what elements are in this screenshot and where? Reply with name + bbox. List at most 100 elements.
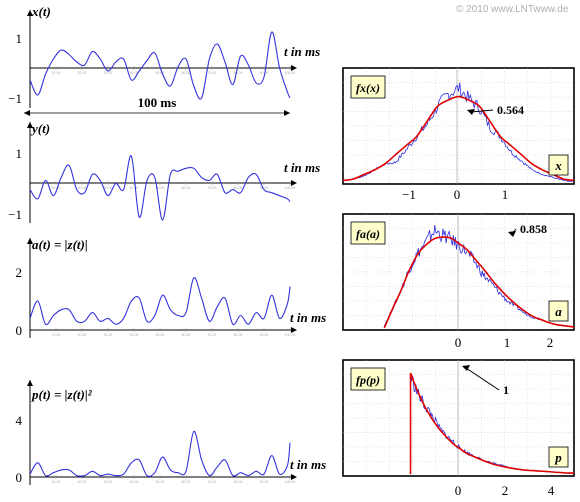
annotation-arrow — [470, 109, 494, 113]
x-tick-label: 10.00 — [52, 71, 61, 75]
y-axis-label: a(t) = |z(t)| — [32, 237, 88, 252]
x-axis-label: t in ms — [284, 160, 320, 175]
title-box — [350, 367, 386, 391]
span-arrow-right — [284, 110, 290, 116]
x-tick-label: 50.00 — [156, 71, 165, 75]
pdf-chart-2: 0 1 2 fa(a) a 0.858 — [342, 213, 575, 350]
annotation-arrowhead — [462, 365, 470, 371]
signal-line — [29, 277, 291, 326]
x-tick-label: 20.00 — [78, 186, 87, 190]
x-tick-label: 30.00 — [104, 186, 113, 190]
x-tick-label: 1 — [504, 335, 511, 350]
panel-title: fa(a) — [356, 227, 380, 241]
x-tick-label: 90.00 — [260, 480, 269, 484]
corner-label: x — [554, 158, 562, 173]
span-arrow-left — [24, 110, 30, 116]
corner-label: a — [555, 304, 562, 319]
y-axis-label: x(t) — [31, 4, 51, 19]
x-tick-label: 10.00 — [52, 333, 61, 337]
y-axis-arrow — [27, 10, 33, 16]
y-tick-label: −1 — [8, 91, 22, 106]
corner-label-box — [548, 300, 569, 322]
x-tick-label: 80.00 — [234, 333, 243, 337]
x-tick-label: 4 — [548, 483, 555, 498]
copyright-notice: © 2010 www.LNTwww.de — [456, 4, 569, 15]
x-tick-label: 0 — [454, 187, 461, 202]
x-tick-label: 30.00 — [104, 71, 113, 75]
x-tick-label: 40.00 — [130, 186, 139, 190]
span-label: 100 ms — [138, 95, 177, 110]
x-tick-label: 90.00 — [260, 71, 269, 75]
x-tick-label: 70.00 — [208, 333, 217, 337]
theory-curve — [383, 236, 575, 329]
x-tick-label: 0 — [455, 335, 462, 350]
x-tick-label: 80.00 — [234, 480, 243, 484]
annotation-value: 0.564 — [497, 103, 524, 117]
x-tick-label: 90.00 — [260, 333, 269, 337]
span-marker: 100 ms — [24, 95, 290, 116]
x-tick-label: 90.00 — [260, 186, 269, 190]
x-tick-label: 80.00 — [234, 71, 243, 75]
pdf-chart-3: 0 2 4 fp(p) p 1 — [342, 359, 575, 498]
x-axis-label: t in ms — [284, 44, 320, 59]
time-signal-chart-2: 10.00 20.00 30.00 40.00 50.00 60.00 70.00 80.00… — [8, 121, 320, 223]
corner-label-box — [548, 154, 569, 176]
signal-line — [29, 155, 291, 221]
x-tick-label: 60.00 — [182, 71, 191, 75]
x-tick-label: 2 — [502, 483, 509, 498]
y-tick-label: 4 — [16, 413, 23, 428]
x-tick-label: 20.00 — [78, 71, 87, 75]
x-axis-label: t in ms — [290, 310, 326, 325]
y-axis-arrow — [27, 238, 33, 244]
annotation-arrow — [465, 367, 500, 391]
y-axis-arrow — [27, 380, 33, 386]
time-signal-chart-4: 10.00 20.00 30.00 40.00 50.00 60.00 70.00 80.00… — [16, 380, 326, 485]
y-tick-label: 2 — [16, 265, 23, 280]
y-tick-label: −1 — [8, 207, 22, 222]
x-tick-label: 40.00 — [130, 333, 139, 337]
x-tick-label: 60.00 — [182, 480, 191, 484]
x-tick-label: 100.00 — [285, 186, 296, 190]
x-axis-arrow — [291, 327, 297, 333]
y-tick-label: 1 — [16, 31, 23, 46]
x-tick-label: 50.00 — [156, 186, 165, 190]
x-tick-label: 10.00 — [52, 480, 61, 484]
x-tick-label: 60.00 — [182, 186, 191, 190]
x-tick-label: 100.00 — [285, 480, 296, 484]
x-tick-label: 50.00 — [156, 333, 165, 337]
x-tick-label: 0 — [455, 483, 462, 498]
corner-label: p — [554, 450, 562, 465]
theory-curve — [409, 372, 575, 474]
y-tick-label: 1 — [16, 146, 23, 161]
x-tick-label: 10.00 — [52, 186, 61, 190]
title-box — [350, 221, 386, 245]
time-signal-chart-1: 10.00 20.00 30.00 40.00 50.00 60.00 70.00 80.00… — [8, 4, 320, 108]
x-tick-label: 20.00 — [78, 333, 87, 337]
x-tick-label: −1 — [402, 187, 416, 202]
x-axis-arrow — [291, 180, 297, 186]
panel-title: fp(p) — [356, 373, 380, 387]
annotation-arrowhead — [467, 109, 475, 115]
x-tick-label: 100.00 — [285, 333, 296, 337]
panel-title: fx(x) — [356, 81, 380, 95]
y-tick-label: 0 — [16, 470, 23, 485]
x-tick-label: 20.00 — [78, 480, 87, 484]
x-axis-label: t in ms — [290, 457, 326, 472]
x-tick-label: 80.00 — [234, 186, 243, 190]
title-box — [350, 75, 386, 99]
x-tick-label: 40.00 — [130, 480, 139, 484]
pdf-chart-1: −1 0 1 fx(x) x 0.564 — [342, 67, 575, 202]
x-tick-label: 2 — [547, 335, 554, 350]
y-axis-label: y(t) — [30, 121, 50, 136]
signal-line — [29, 430, 291, 478]
x-tick-label: 70.00 — [208, 186, 217, 190]
x-axis-arrow — [291, 65, 297, 71]
x-tick-label: 50.00 — [156, 480, 165, 484]
x-tick-label: 1 — [502, 187, 509, 202]
x-tick-label: 60.00 — [182, 333, 191, 337]
x-tick-label: 100.00 — [285, 71, 296, 75]
corner-label-box — [548, 446, 569, 468]
annotation-arrowhead — [508, 231, 516, 237]
x-tick-label: 30.00 — [104, 333, 113, 337]
